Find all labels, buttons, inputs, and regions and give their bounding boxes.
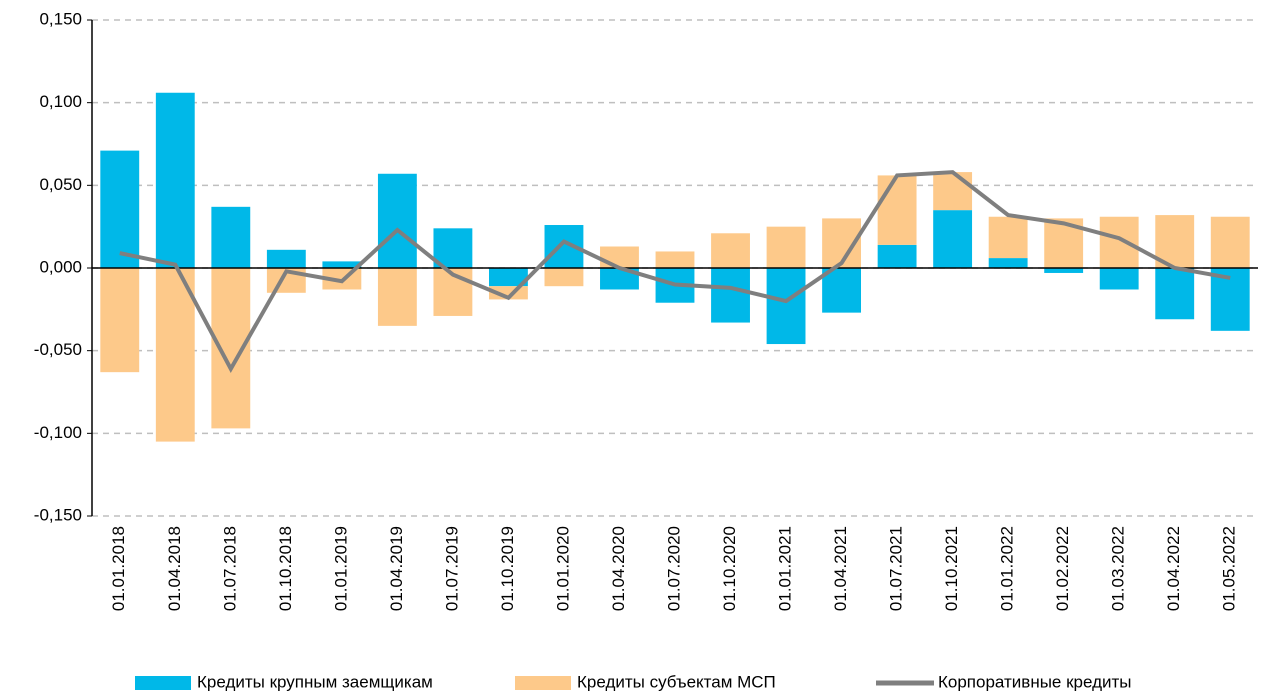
bar <box>655 251 695 268</box>
bar <box>155 92 195 268</box>
bar <box>822 268 862 313</box>
bar <box>877 175 917 245</box>
bar <box>1155 268 1195 320</box>
x-tick-label: 01.01.2022 <box>998 526 1017 611</box>
bar <box>988 258 1028 268</box>
x-tick-label: 01.07.2020 <box>664 526 683 611</box>
bar <box>988 216 1028 259</box>
bar <box>766 268 806 345</box>
bar <box>766 226 806 268</box>
bar <box>322 261 362 268</box>
bar <box>488 268 528 287</box>
legend-label: Кредиты субъектам МСП <box>577 672 776 691</box>
bar <box>211 206 251 268</box>
x-tick-label: 01.04.2022 <box>1164 526 1183 611</box>
bar <box>433 228 473 268</box>
x-tick-label: 01.04.2021 <box>831 526 850 611</box>
y-tick-label: -0,050 <box>34 340 82 359</box>
bar <box>1044 268 1084 273</box>
legend-swatch <box>135 676 191 690</box>
x-tick-label: 01.10.2021 <box>942 526 961 611</box>
x-tick-label: 01.01.2019 <box>331 526 350 611</box>
x-tick-label: 01.10.2018 <box>276 526 295 611</box>
x-tick-label: 01.04.2020 <box>609 526 628 611</box>
bar <box>377 268 417 326</box>
bar <box>1210 216 1250 268</box>
bar <box>711 268 750 323</box>
y-tick-label: 0,000 <box>39 257 82 276</box>
x-tick-label: 01.07.2019 <box>442 526 461 611</box>
bar <box>1210 268 1250 331</box>
legend-swatch <box>515 676 571 690</box>
x-tick-label: 01.10.2020 <box>720 526 739 611</box>
line <box>119 170 1231 373</box>
bar <box>377 173 417 268</box>
y-tick-label: 0,150 <box>39 9 82 28</box>
y-tick-label: 0,050 <box>39 175 82 194</box>
bar <box>933 172 973 211</box>
x-tick-label: 01.05.2022 <box>1220 526 1239 611</box>
x-tick-label: 01.01.2021 <box>776 526 795 611</box>
x-tick-label: 01.03.2022 <box>1109 526 1128 611</box>
x-tick-label: 01.01.2020 <box>553 526 572 611</box>
bar <box>933 210 973 268</box>
x-tick-label: 01.07.2018 <box>220 526 239 611</box>
x-tick-label: 01.01.2018 <box>109 526 128 611</box>
x-tick-label: 01.07.2021 <box>887 526 906 611</box>
x-tick-label: 01.04.2019 <box>387 526 406 611</box>
bar <box>544 268 584 287</box>
x-tick-label: 01.10.2019 <box>498 526 517 611</box>
legend-label: Кредиты крупным заемщикам <box>197 672 433 691</box>
x-tick-label: 01.02.2022 <box>1053 526 1072 611</box>
legend-label: Корпоративные кредиты <box>938 672 1132 691</box>
bar <box>600 268 639 290</box>
bar <box>600 246 639 268</box>
bar <box>1099 268 1139 290</box>
bar <box>877 244 917 268</box>
y-tick-label: 0,100 <box>39 92 82 111</box>
bar <box>711 233 750 268</box>
bar <box>100 150 140 268</box>
bar <box>266 249 306 268</box>
bar <box>155 268 195 442</box>
bar <box>100 268 140 373</box>
bar <box>1099 216 1139 268</box>
x-tick-label: 01.04.2018 <box>165 526 184 611</box>
y-tick-label: -0,150 <box>34 505 82 524</box>
y-tick-label: -0,100 <box>34 423 82 442</box>
